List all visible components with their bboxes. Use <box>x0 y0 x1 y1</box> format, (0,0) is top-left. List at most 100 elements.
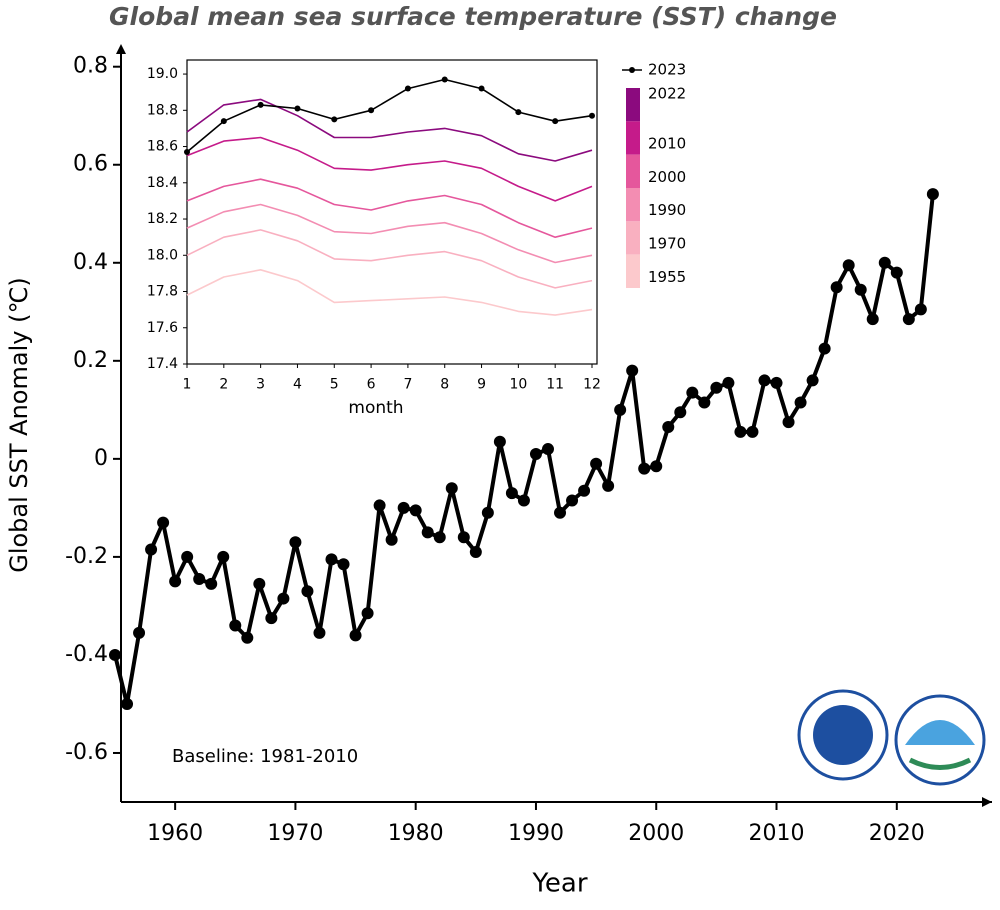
marker <box>650 460 663 473</box>
y-tick-label: 18.0 <box>147 247 178 263</box>
marker <box>469 546 482 558</box>
x-axis-arrow <box>982 797 992 807</box>
marker <box>289 536 302 549</box>
marker <box>373 499 386 512</box>
x-axis-label: Year <box>531 869 587 899</box>
marker <box>184 148 190 155</box>
y-tick-label: 18.4 <box>147 175 178 191</box>
colorbar-swatch <box>626 154 640 188</box>
marker <box>710 381 723 394</box>
y-axis-label: Global SST Anomaly (℃) <box>5 277 33 573</box>
marker <box>349 629 362 642</box>
x-tick-label: 11 <box>546 377 564 393</box>
marker <box>301 585 314 598</box>
marker <box>842 259 855 272</box>
y-tick-label: 18.2 <box>147 211 178 227</box>
marker <box>457 531 470 544</box>
marker <box>169 575 182 588</box>
x-tick-label: 1980 <box>388 821 444 846</box>
marker <box>602 479 615 492</box>
series-line <box>186 269 593 316</box>
x-tick-label: 2 <box>219 377 228 393</box>
marker <box>478 85 485 92</box>
marker <box>554 506 567 519</box>
marker <box>638 462 651 475</box>
marker <box>734 425 747 438</box>
legend-label: 1990 <box>648 201 686 219</box>
series-line <box>186 178 593 238</box>
colorbar-swatch <box>626 188 640 222</box>
marker <box>878 256 891 269</box>
chart-title: Global mean sea surface temperature (SST… <box>109 2 837 31</box>
legend-label: 2023 <box>648 61 686 79</box>
y-axis-arrow <box>116 44 126 54</box>
marker <box>109 648 121 661</box>
legend-label: 1970 <box>648 235 686 253</box>
marker <box>441 76 448 83</box>
marker <box>902 313 915 326</box>
marker <box>481 506 494 519</box>
marker <box>818 342 831 355</box>
x-tick-label: 1 <box>183 377 192 393</box>
x-tick-label: 12 <box>583 377 601 393</box>
marker <box>409 504 422 517</box>
marker <box>397 501 410 514</box>
marker <box>294 105 301 112</box>
x-tick-label: 8 <box>440 377 449 393</box>
y-tick-label: 0.4 <box>73 250 108 275</box>
marker <box>404 85 411 92</box>
y-tick-label: 0.2 <box>73 348 108 373</box>
y-tick-label: 18.8 <box>147 102 178 118</box>
y-tick-label: 17.8 <box>147 284 178 300</box>
inset-frame <box>186 59 598 365</box>
marker <box>722 376 735 389</box>
y-tick-label: 0.8 <box>73 54 108 79</box>
logo-iap-cloud <box>905 720 975 745</box>
marker <box>698 396 711 409</box>
marker <box>145 543 158 556</box>
series-line <box>186 78 593 153</box>
y-tick-label: 17.4 <box>147 356 178 372</box>
marker <box>157 516 170 529</box>
x-tick-label: 2000 <box>628 821 684 846</box>
marker <box>313 626 326 639</box>
y-tick-label: 19.0 <box>147 66 178 82</box>
marker <box>325 553 338 566</box>
marker <box>566 494 579 507</box>
marker <box>662 421 675 433</box>
y-tick-label: -0.4 <box>65 642 108 667</box>
marker <box>686 386 699 399</box>
marker <box>926 188 939 201</box>
marker <box>626 364 639 377</box>
marker <box>241 631 254 644</box>
legend-label: 1955 <box>648 268 686 286</box>
x-tick-label: 10 <box>509 377 527 393</box>
marker <box>277 592 290 605</box>
x-tick-label: 2020 <box>869 821 925 846</box>
marker <box>806 374 819 387</box>
series-line <box>186 229 593 289</box>
x-tick-label: 2010 <box>749 821 805 846</box>
marker <box>493 435 506 448</box>
marker <box>614 403 627 416</box>
marker <box>337 558 350 571</box>
marker <box>220 118 227 125</box>
colorbar-swatch <box>626 221 640 255</box>
legend-label: 2010 <box>648 135 686 153</box>
y-tick-label: 17.6 <box>147 320 178 336</box>
marker <box>121 697 134 710</box>
x-tick-label: 1990 <box>508 821 564 846</box>
marker <box>590 457 603 470</box>
series-line <box>186 203 593 264</box>
x-tick-label: 1970 <box>267 821 323 846</box>
marker <box>782 416 795 429</box>
marker <box>770 376 783 389</box>
marker <box>229 619 242 632</box>
colorbar-swatch <box>626 88 640 122</box>
marker <box>368 107 375 114</box>
series-line <box>186 136 593 202</box>
logos <box>797 689 986 786</box>
logo-cas-inner <box>813 705 873 765</box>
marker <box>515 109 522 116</box>
